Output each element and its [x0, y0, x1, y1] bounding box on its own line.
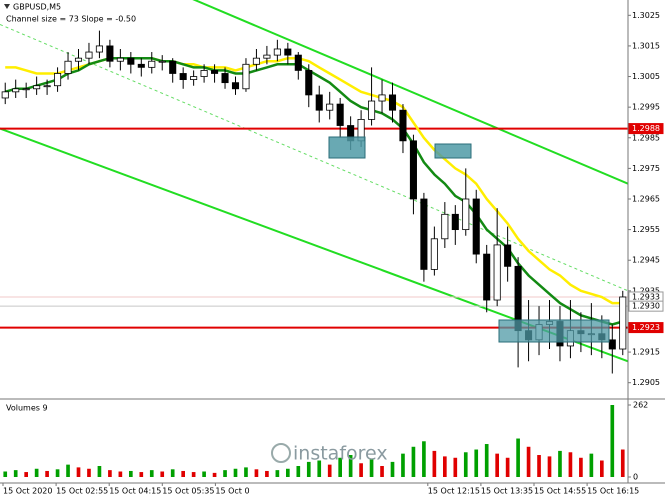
x-tick-label: 15 Oct 12:15: [428, 487, 480, 496]
candle-body: [148, 60, 156, 68]
candle-body: [43, 85, 51, 88]
x-tick-label: 15 Oct 02:55: [56, 487, 108, 496]
candle-body: [336, 103, 344, 126]
candle-body: [483, 253, 491, 301]
candle-body: [388, 94, 397, 111]
y-tick-label: 1.2965: [632, 195, 660, 204]
candle-body: [242, 63, 250, 90]
zone-box: [498, 319, 610, 343]
watermark-logo: [271, 443, 291, 463]
zones: [328, 136, 610, 343]
level-label: 1.2930: [632, 302, 660, 311]
candle-body: [169, 60, 177, 74]
volume-tick-label: 0: [633, 473, 638, 482]
candle-body: [472, 198, 480, 255]
candle-body: [462, 198, 470, 231]
candle-body: [137, 63, 145, 68]
candle-body: [64, 60, 72, 74]
x-tick-label: 15 Oct 13:35: [481, 487, 533, 496]
level-label-box: [628, 322, 664, 334]
x-tick-label: 15 Oct 05:35: [162, 487, 214, 496]
y-tick-label: 1.2975: [632, 164, 660, 173]
channel-line: [192, 0, 628, 185]
candle-body: [294, 54, 302, 71]
level-label-box: [628, 123, 664, 135]
chart-title: GBPUSD,M5: [13, 3, 61, 12]
x-tick-label: 15 Oct 14:55: [534, 487, 586, 496]
y-tick-label: 1.3025: [632, 11, 660, 20]
level-label: 1.2933: [632, 292, 660, 301]
candle-body: [127, 57, 135, 65]
candle-body: [211, 70, 219, 74]
watermark-text: instaforex: [293, 443, 388, 465]
y-tick-label: 1.2915: [632, 348, 660, 357]
candle-body: [158, 60, 166, 63]
candle-body: [441, 213, 449, 240]
y-tick-label: 1.3015: [632, 41, 660, 50]
candle-body: [451, 213, 459, 231]
candle-body: [12, 88, 20, 93]
candle-body: [368, 100, 376, 120]
level-label-box: [628, 300, 664, 312]
x-tick-label: 15 Oct 2020: [3, 487, 52, 496]
x-tick-label: 15 Oct 04:15: [109, 487, 161, 496]
y-tick-label: 1.2955: [632, 225, 660, 234]
price-axis: 1.3025 1.3015 1.3005 1.2995 1.2985 1.2975 1.29…: [628, 11, 664, 387]
volume-title: Volumes 9: [6, 404, 48, 413]
candle-body: [619, 296, 627, 350]
candle-body: [305, 70, 313, 96]
candle-body: [95, 45, 103, 53]
candle-body: [74, 57, 83, 62]
candle-body: [399, 109, 407, 142]
candle-body: [221, 73, 229, 84]
candle-body: [608, 339, 616, 350]
level-label: 1.2923: [632, 323, 660, 332]
y-tick-label: 1.2935: [632, 286, 660, 295]
candle-body: [190, 76, 198, 80]
volume-panel: 262 0: [3, 401, 648, 482]
candle-body: [493, 244, 501, 301]
candle-body: [409, 140, 417, 200]
candle-body: [106, 45, 114, 62]
level-label: 1.2988: [632, 124, 660, 133]
candle-body: [263, 54, 271, 59]
y-tick-label: 1.3005: [632, 72, 660, 81]
y-tick-label: 1.2945: [632, 256, 660, 265]
volume-tick-label: 262: [633, 401, 648, 410]
candle-body: [54, 73, 62, 87]
x-tick-label: 15 Oct 0: [215, 487, 249, 496]
candle-body: [315, 94, 323, 111]
watermark: instaforex: [271, 443, 388, 465]
candle-body: [284, 48, 292, 56]
candle-body: [231, 82, 240, 90]
zone-box: [434, 143, 472, 159]
candle-body: [378, 94, 386, 102]
symbol-icon: [4, 4, 10, 9]
candle-body: [116, 57, 124, 62]
candle-body: [200, 70, 208, 77]
candle-body: [33, 85, 41, 90]
candle-body: [179, 73, 187, 80]
candle-body: [252, 57, 260, 65]
chart-subtitle: Channel size = 73 Slope = -0.50: [6, 15, 136, 24]
candle-body: [504, 244, 512, 267]
y-tick-label: 1.2985: [632, 133, 660, 142]
zone-box: [328, 136, 366, 159]
candle-body: [85, 51, 93, 59]
candle-body: [420, 198, 428, 270]
candle-body: [430, 238, 438, 270]
candle-body: [273, 48, 281, 56]
y-tick-label: 1.2905: [632, 378, 660, 387]
candle-body: [22, 88, 30, 91]
x-tick-label: 15 Oct 16:15: [587, 487, 639, 496]
candle-body: [1, 91, 9, 99]
y-tick-label: 1.2995: [632, 103, 660, 112]
candle-body: [326, 103, 334, 111]
